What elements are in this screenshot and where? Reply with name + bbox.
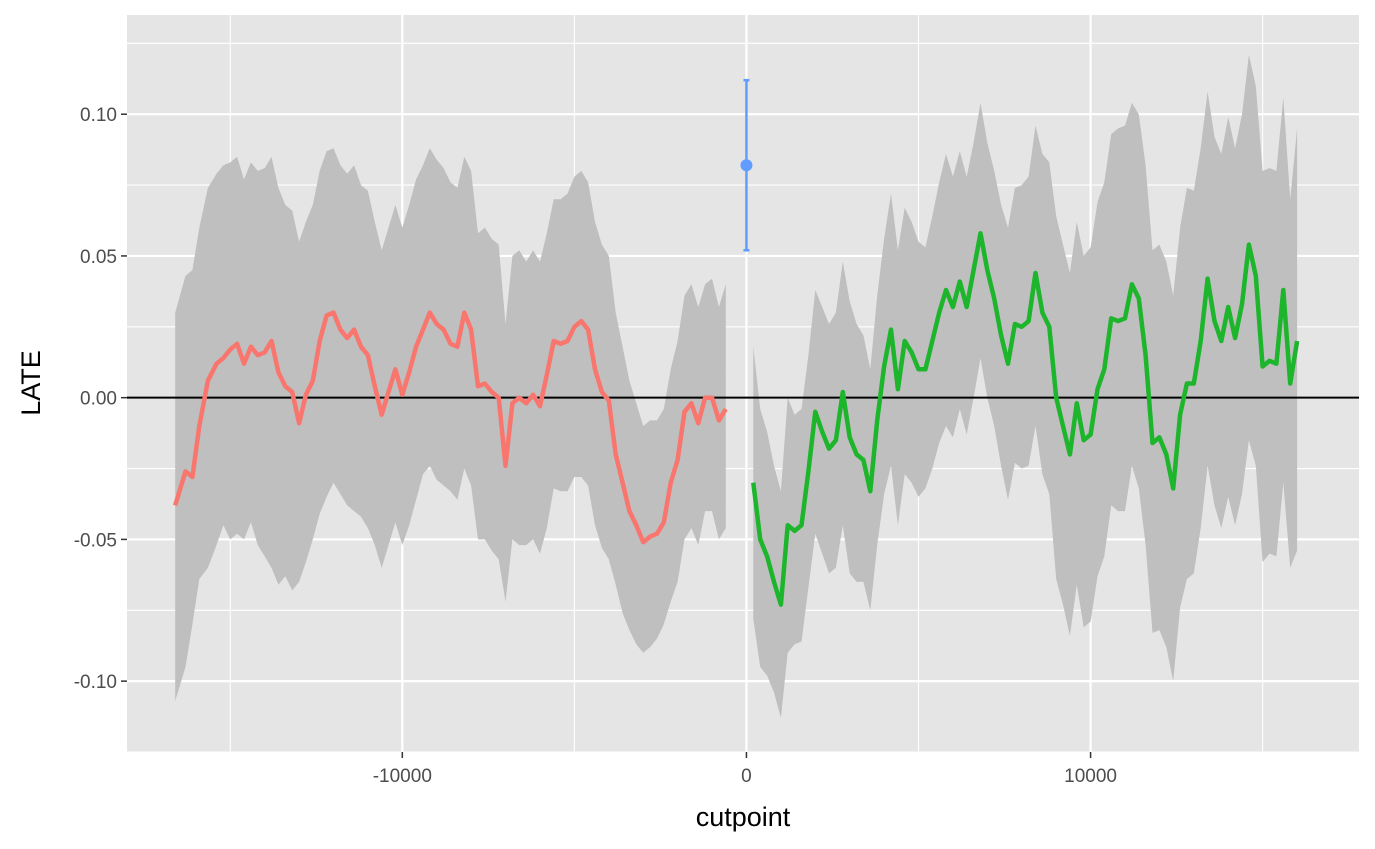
y-tick-label: 0.05 <box>80 247 117 268</box>
x-tick-label: 10000 <box>1064 766 1117 787</box>
x-tick-label: -10000 <box>373 766 432 787</box>
late-line-left <box>173 310 728 545</box>
y-tick-label: 0.00 <box>80 389 117 410</box>
confidence-ribbons <box>175 54 1298 718</box>
ci-ribbon-left <box>175 148 726 701</box>
late-series-lines <box>173 231 1300 607</box>
x-axis: -10000 0 10000 <box>373 752 1117 787</box>
x-tick-label: 0 <box>741 766 752 787</box>
x-axis-title: cutpoint <box>696 802 791 832</box>
ci-ribbon-right <box>753 54 1298 718</box>
y-axis: -0.10 -0.05 0.00 0.05 0.10 <box>74 105 127 693</box>
y-tick-label: -0.10 <box>74 672 117 693</box>
point-marker <box>740 159 753 172</box>
late-line-right <box>751 231 1300 607</box>
y-tick-label: 0.10 <box>80 105 117 126</box>
y-tick-label: -0.05 <box>74 530 117 551</box>
y-axis-title: LATE <box>16 350 46 416</box>
point-estimate <box>740 78 753 252</box>
